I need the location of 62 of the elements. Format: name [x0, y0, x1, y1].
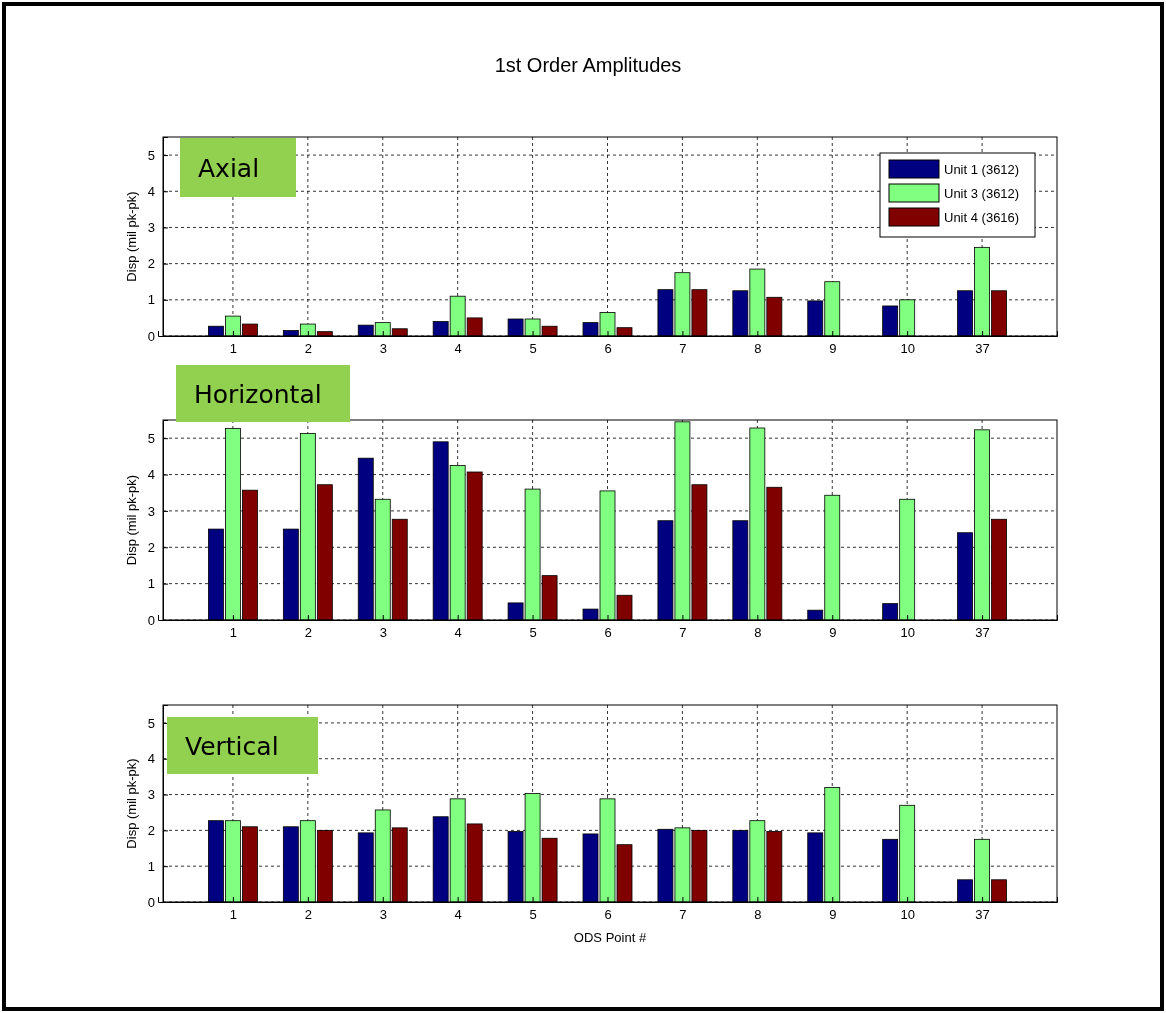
x-tick-label: 10 — [900, 907, 915, 923]
y-tick-label: 1 — [147, 576, 155, 592]
legend-label: Unit 4 (3616) — [944, 210, 1020, 225]
x-tick-label: 4 — [454, 625, 462, 641]
x-tick-label: 2 — [304, 907, 312, 923]
x-tick-label: 6 — [604, 625, 612, 641]
y-tick-label: 5 — [147, 430, 155, 446]
y-tick-label: 1 — [147, 292, 155, 308]
y-tick-label: 2 — [147, 256, 155, 272]
x-tick-label: 37 — [975, 341, 990, 357]
x-tick-label: 9 — [829, 625, 837, 641]
x-tick-label: 4 — [454, 907, 462, 923]
text: Horizontal — [194, 379, 322, 409]
y-tick-label: 2 — [147, 539, 155, 555]
x-tick-label: 5 — [529, 341, 537, 357]
y-tick-label: 5 — [147, 147, 155, 163]
y-tick-label: 4 — [147, 751, 155, 767]
y-tick-label: 3 — [147, 220, 155, 236]
y-tick-label: 0 — [147, 894, 155, 910]
y-axis-title: Disp (mil pk-pk) — [124, 474, 139, 566]
x-axis-title: ODS Point # — [573, 930, 647, 945]
x-tick-label: 2 — [304, 341, 312, 357]
x-tick-label: 7 — [679, 341, 687, 357]
x-tick-label: 10 — [900, 341, 915, 357]
x-tick-label: 5 — [529, 625, 537, 641]
x-tick-label: 37 — [975, 907, 990, 923]
y-tick-label: 0 — [147, 328, 155, 344]
x-tick-label: 3 — [379, 625, 387, 641]
x-tick-label: 7 — [679, 625, 687, 641]
x-tick-label: 7 — [679, 907, 687, 923]
chart-title: 1st Order Amplitudes — [494, 54, 682, 76]
y-tick-label: 4 — [147, 467, 155, 483]
x-tick-label: 10 — [900, 625, 915, 641]
y-tick-label: 3 — [147, 503, 155, 519]
x-tick-label: 4 — [454, 341, 462, 357]
legend-label: Unit 3 (3612) — [944, 186, 1020, 201]
y-tick-label: 3 — [147, 787, 155, 803]
legend-label: Unit 1 (3612) — [944, 162, 1020, 177]
y-axis-title: Disp (mil pk-pk) — [124, 191, 139, 282]
annotation: Vertical — [185, 731, 279, 761]
x-tick-label: 5 — [529, 907, 537, 923]
y-tick-label: 4 — [147, 183, 155, 199]
x-tick-label: 3 — [379, 341, 387, 357]
y-tick-label: 1 — [147, 858, 155, 874]
x-tick-label: 8 — [754, 625, 762, 641]
x-tick-label: 6 — [604, 907, 612, 923]
x-tick-label: 9 — [829, 907, 837, 923]
x-tick-label: 3 — [379, 907, 387, 923]
y-tick-label: 2 — [147, 823, 155, 839]
x-tick-label: 9 — [829, 341, 837, 357]
x-tick-label: 8 — [754, 341, 762, 357]
x-tick-label: 1 — [229, 341, 238, 357]
annotation: Axial — [198, 153, 260, 183]
x-tick-label: 1 — [229, 625, 238, 641]
x-tick-label: 1 — [229, 907, 238, 923]
y-axis-title: Disp (mil pk-pk) — [124, 758, 139, 849]
y-tick-label: 5 — [147, 715, 155, 731]
y-tick-label: 0 — [147, 612, 155, 628]
x-tick-label: 6 — [604, 341, 612, 357]
x-tick-label: 2 — [304, 625, 312, 641]
x-tick-label: 37 — [975, 625, 990, 641]
x-tick-label: 8 — [754, 907, 762, 923]
